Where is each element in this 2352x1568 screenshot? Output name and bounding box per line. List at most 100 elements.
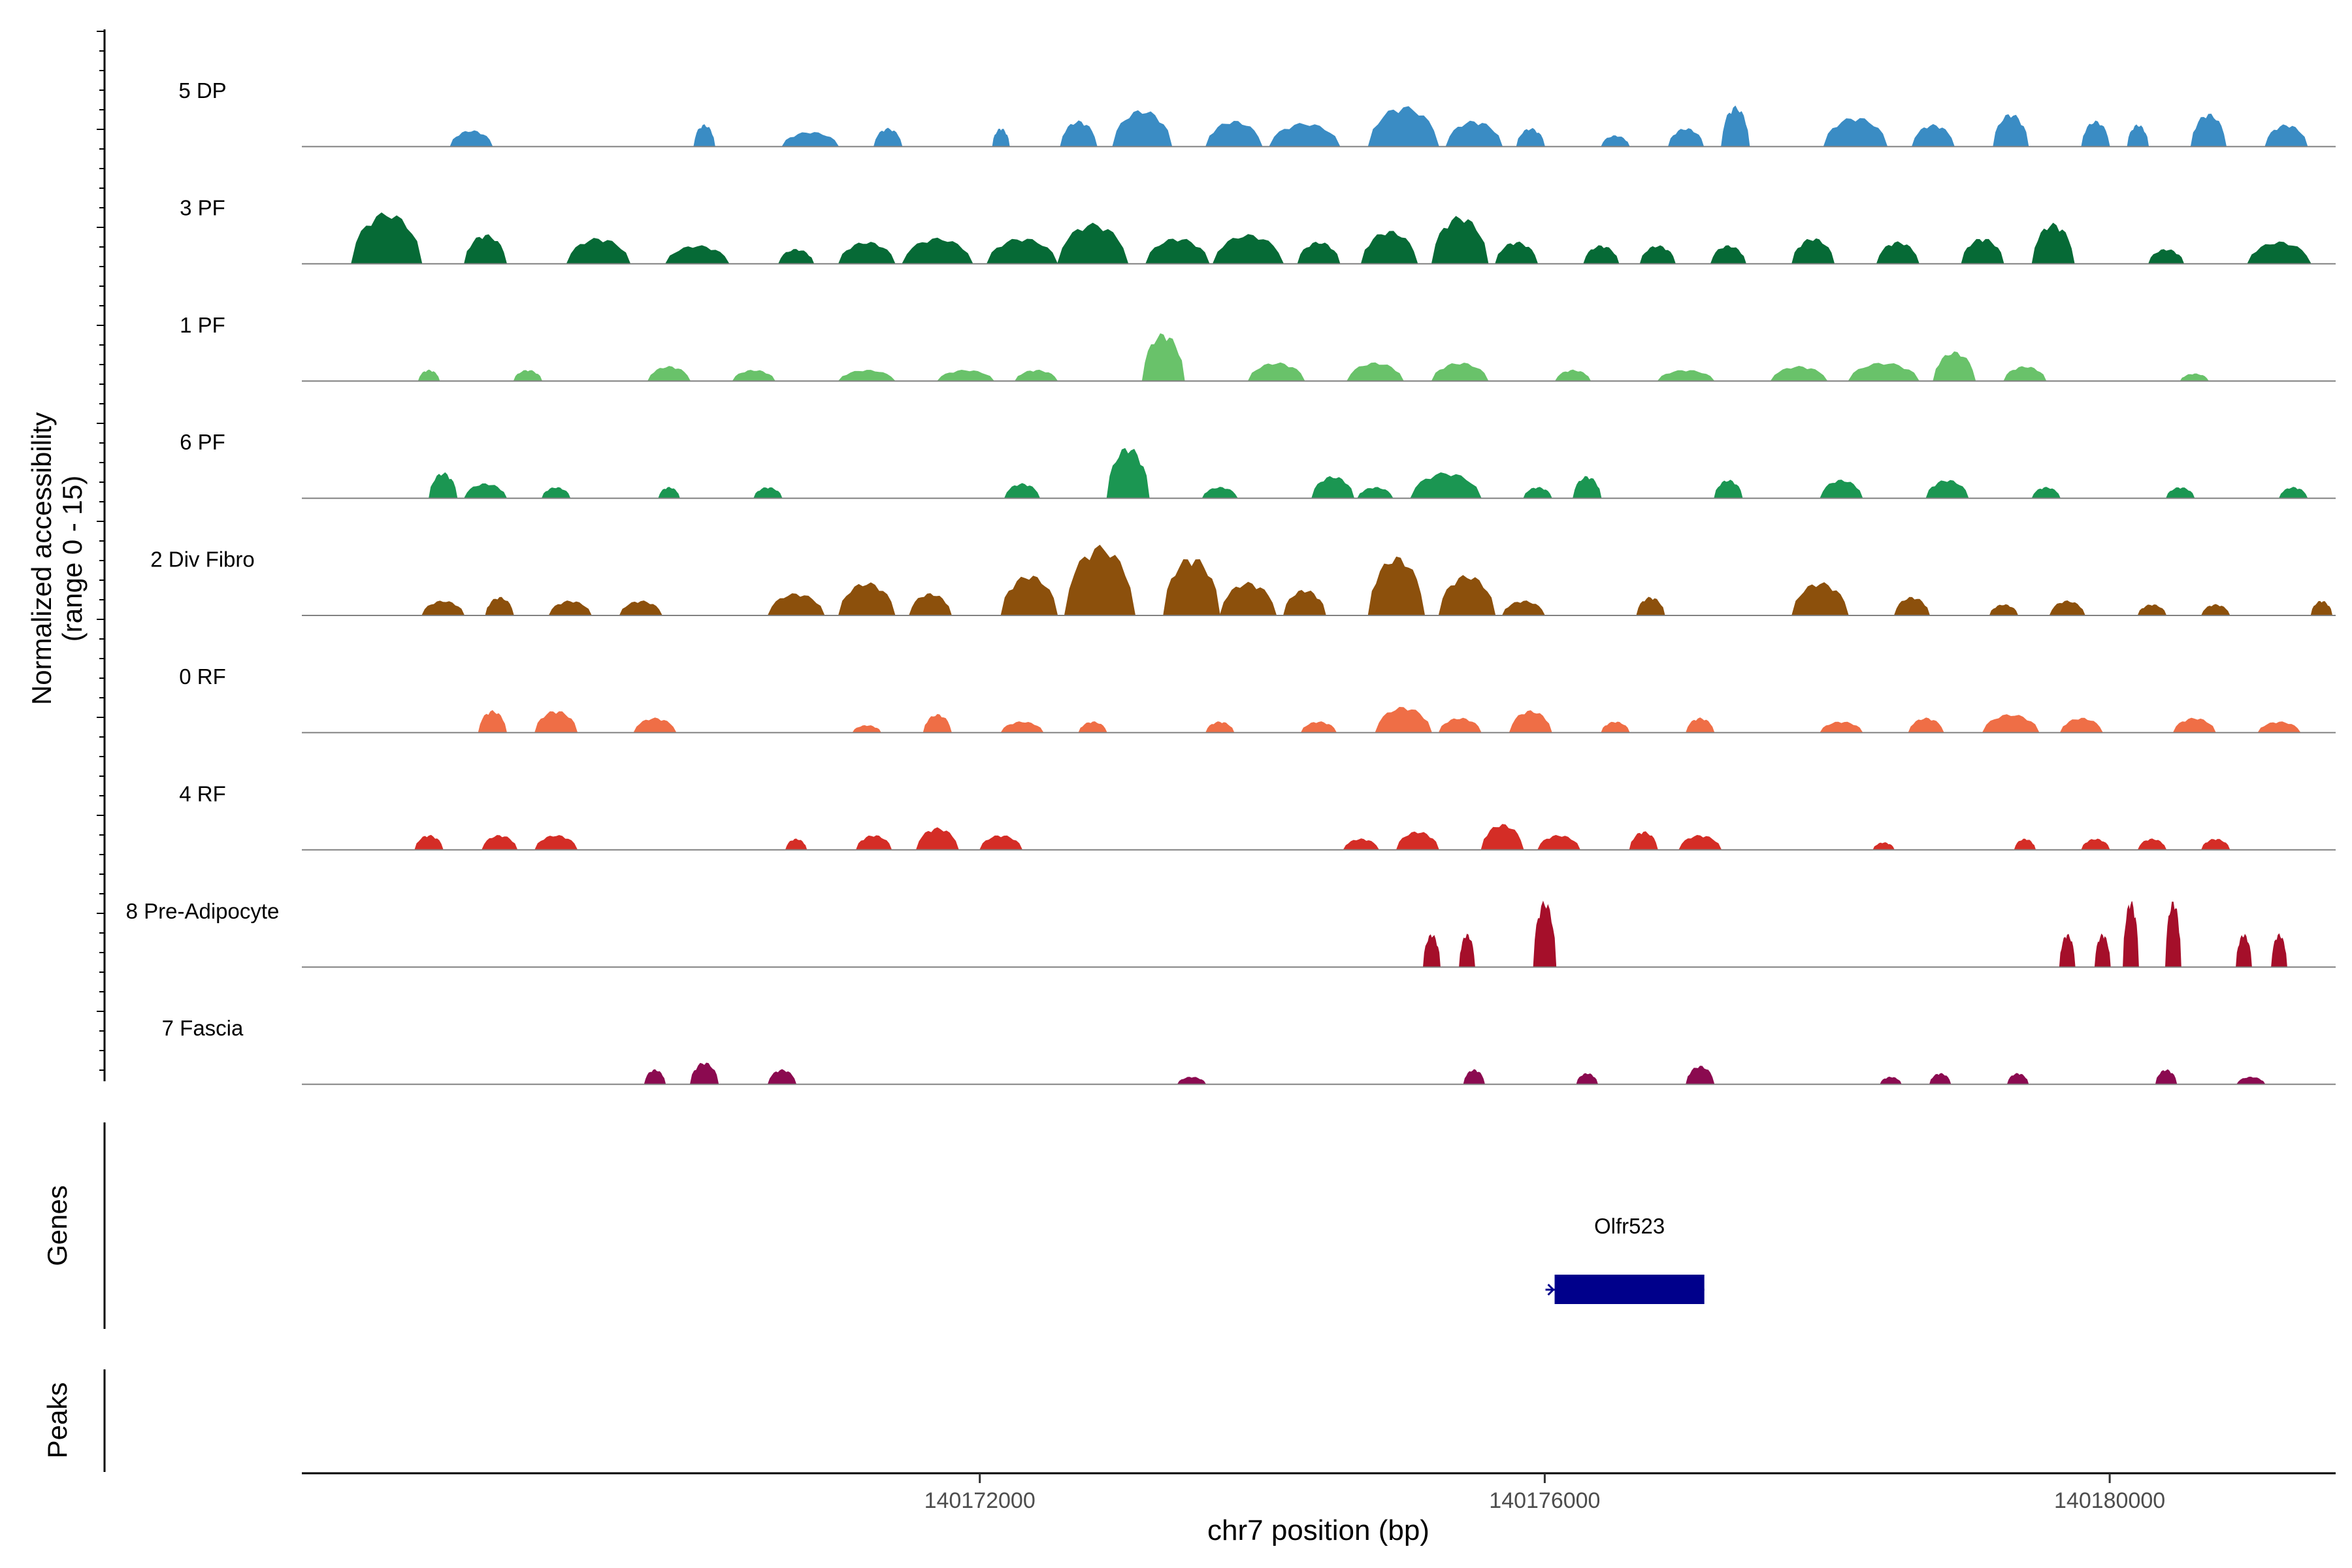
peak-1-pf-2 <box>647 366 691 382</box>
peak-3-pf-11 <box>1297 242 1341 265</box>
peak-3-pf-3 <box>664 245 730 265</box>
peak-3-pf-4 <box>777 249 815 265</box>
peak-5-dp-0 <box>449 130 493 147</box>
peak-2-div-fibro-0 <box>421 600 465 616</box>
peak-1-pf-3 <box>732 370 776 382</box>
peak-8-pre-adipocyte-0 <box>1422 934 1441 968</box>
peak-2-div-fibro-22 <box>2310 600 2333 616</box>
peak-6-pf-18 <box>2278 487 2308 499</box>
peak-6-pf-8 <box>1311 476 1355 499</box>
peak-1-pf-4 <box>838 370 896 382</box>
peak-7-fascia-5 <box>1576 1073 1599 1085</box>
peak-3-pf-0 <box>351 212 423 265</box>
peak-0-rf-0 <box>478 710 508 733</box>
peak-4-rf-5 <box>915 827 959 851</box>
peak-4-rf-14 <box>2014 838 2036 851</box>
peak-2-div-fibro-14 <box>1501 600 1546 616</box>
peak-3-pf-19 <box>1876 241 1920 265</box>
peak-3-pf-21 <box>2031 222 2075 265</box>
peak-5-dp-1 <box>693 124 715 147</box>
track-label-1-pf: 1 PF <box>180 313 225 337</box>
peak-3-pf-20 <box>1961 238 2004 265</box>
peak-3-pf-14 <box>1495 241 1539 265</box>
peak-0-rf-8 <box>1300 721 1337 733</box>
peak-1-pf-1 <box>513 370 543 382</box>
peak-4-rf-15 <box>2081 838 2110 851</box>
peak-0-rf-18 <box>2172 717 2216 733</box>
gene-label-olfr523: Olfr523 <box>1594 1214 1665 1238</box>
peak-3-pf-7 <box>986 238 1058 265</box>
track-1-pf: 1 PF <box>180 313 2336 382</box>
x-axis-label: chr7 position (bp) <box>1207 1514 1429 1546</box>
peak-0-rf-12 <box>1601 721 1630 733</box>
peak-3-pf-15 <box>1583 245 1620 265</box>
peak-5-dp-5 <box>1060 120 1098 147</box>
peak-6-pf-0 <box>429 472 458 499</box>
x-tick-label-2: 140180000 <box>2054 1488 2165 1513</box>
peak-8-pre-adipocyte-2 <box>1533 900 1557 968</box>
peak-6-pf-7 <box>1201 487 1239 499</box>
peak-5-dp-17 <box>1993 114 2029 147</box>
peak-8-pre-adipocyte-7 <box>2236 934 2252 968</box>
peak-3-pf-23 <box>2247 241 2312 265</box>
track-0-rf: 0 RF <box>179 664 2336 734</box>
peak-6-pf-13 <box>1714 480 1743 499</box>
x-axis-ticks: 140172000 140176000 140180000 <box>924 1473 2165 1513</box>
peak-3-pf-9 <box>1145 238 1210 265</box>
track-8-pre-adipocyte: 8 Pre-Adipocyte <box>126 899 2336 968</box>
peak-3-pf-17 <box>1710 245 1747 265</box>
peak-1-pf-12 <box>1657 370 1715 382</box>
peak-2-div-fibro-1 <box>485 596 514 616</box>
peak-0-rf-9 <box>1375 706 1433 733</box>
peak-2-div-fibro-17 <box>1893 596 1931 616</box>
peak-5-dp-11 <box>1516 127 1546 147</box>
peak-5-dp-18 <box>2081 120 2110 147</box>
peak-2-div-fibro-8 <box>1064 544 1136 616</box>
track-label-5-dp: 5 DP <box>178 78 226 103</box>
peak-3-pf-22 <box>2148 249 2185 265</box>
peak-8-pre-adipocyte-4 <box>2094 933 2111 968</box>
peak-4-rf-8 <box>1396 831 1440 851</box>
peak-3-pf-18 <box>1791 238 1835 265</box>
peak-4-rf-0 <box>414 834 444 851</box>
peak-4-rf-12 <box>1678 834 1722 851</box>
peaks-track-label: Peaks <box>42 1382 73 1459</box>
peak-1-pf-9 <box>1346 362 1405 382</box>
peak-3-pf-5 <box>838 242 896 265</box>
peak-3-pf-13 <box>1431 216 1489 265</box>
peak-1-pf-11 <box>1554 369 1592 382</box>
peak-2-div-fibro-13 <box>1438 575 1496 616</box>
peak-0-rf-3 <box>852 725 882 733</box>
genes-track-label: Genes <box>42 1185 73 1266</box>
peak-6-pf-11 <box>1523 487 1552 499</box>
peak-5-dp-4 <box>992 128 1010 147</box>
peak-5-dp-6 <box>1112 110 1173 147</box>
y-axis-label-line1: Normalized accessibility <box>26 412 57 705</box>
peak-1-pf-6 <box>1014 369 1058 382</box>
peak-6-pf-10 <box>1410 472 1482 499</box>
peak-5-dp-2 <box>781 132 840 147</box>
peak-6-pf-4 <box>753 487 783 499</box>
peak-0-rf-5 <box>1000 721 1044 733</box>
peak-0-rf-14 <box>1819 721 1863 733</box>
peak-5-dp-21 <box>2264 124 2308 147</box>
peak-2-div-fibro-9 <box>1163 559 1220 616</box>
peak-3-pf-2 <box>566 238 631 265</box>
peak-2-div-fibro-18 <box>1989 604 2019 616</box>
peak-5-dp-9 <box>1367 106 1439 147</box>
peak-7-fascia-1 <box>689 1062 719 1085</box>
peak-0-rf-17 <box>2059 717 2104 733</box>
peak-0-rf-2 <box>633 717 677 733</box>
peak-2-div-fibro-21 <box>2200 604 2230 616</box>
peak-4-rf-16 <box>2137 838 2167 851</box>
peak-7-fascia-2 <box>767 1069 797 1085</box>
peak-2-div-fibro-2 <box>548 600 592 616</box>
peak-7-fascia-7 <box>1879 1076 1902 1085</box>
track-label-7-fascia: 7 Fascia <box>162 1016 244 1040</box>
x-tick-label-1: 140176000 <box>1489 1488 1600 1513</box>
track-label-8-pre-adipocyte: 8 Pre-Adipocyte <box>126 899 280 923</box>
peak-6-pf-15 <box>1925 480 1969 499</box>
peak-1-pf-13 <box>1770 365 1828 382</box>
